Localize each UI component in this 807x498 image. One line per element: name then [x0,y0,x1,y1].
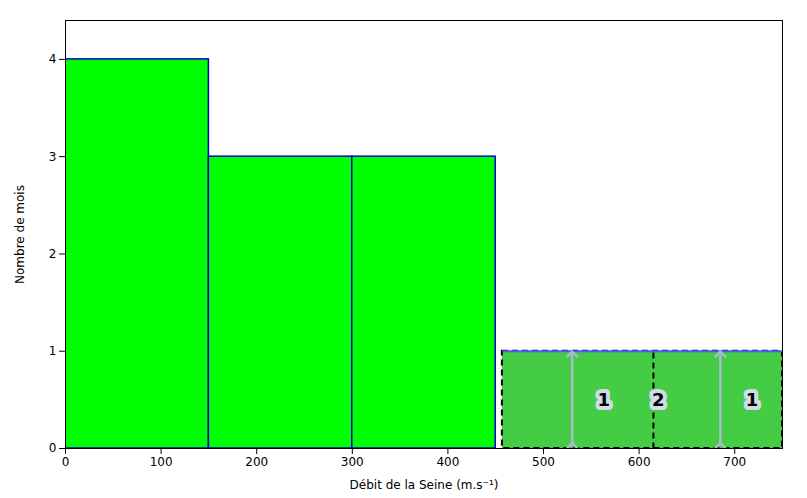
svg-text:200: 200 [245,455,268,469]
svg-text:100: 100 [150,455,173,469]
svg-text:500: 500 [532,455,555,469]
svg-text:Nombre de mois: Nombre de mois [13,185,27,284]
svg-text:1: 1 [746,389,759,410]
svg-text:0: 0 [49,441,57,455]
svg-text:Débit de la Seine (m.s⁻¹): Débit de la Seine (m.s⁻¹) [350,478,499,492]
svg-text:400: 400 [436,455,459,469]
svg-text:1: 1 [597,389,610,410]
svg-text:2: 2 [49,247,57,261]
svg-text:4: 4 [49,52,57,66]
svg-text:700: 700 [723,455,746,469]
svg-text:0: 0 [62,455,70,469]
svg-text:300: 300 [341,455,364,469]
svg-text:1: 1 [49,344,57,358]
svg-text:2: 2 [652,389,665,410]
svg-text:3: 3 [49,150,57,164]
svg-text:600: 600 [628,455,651,469]
